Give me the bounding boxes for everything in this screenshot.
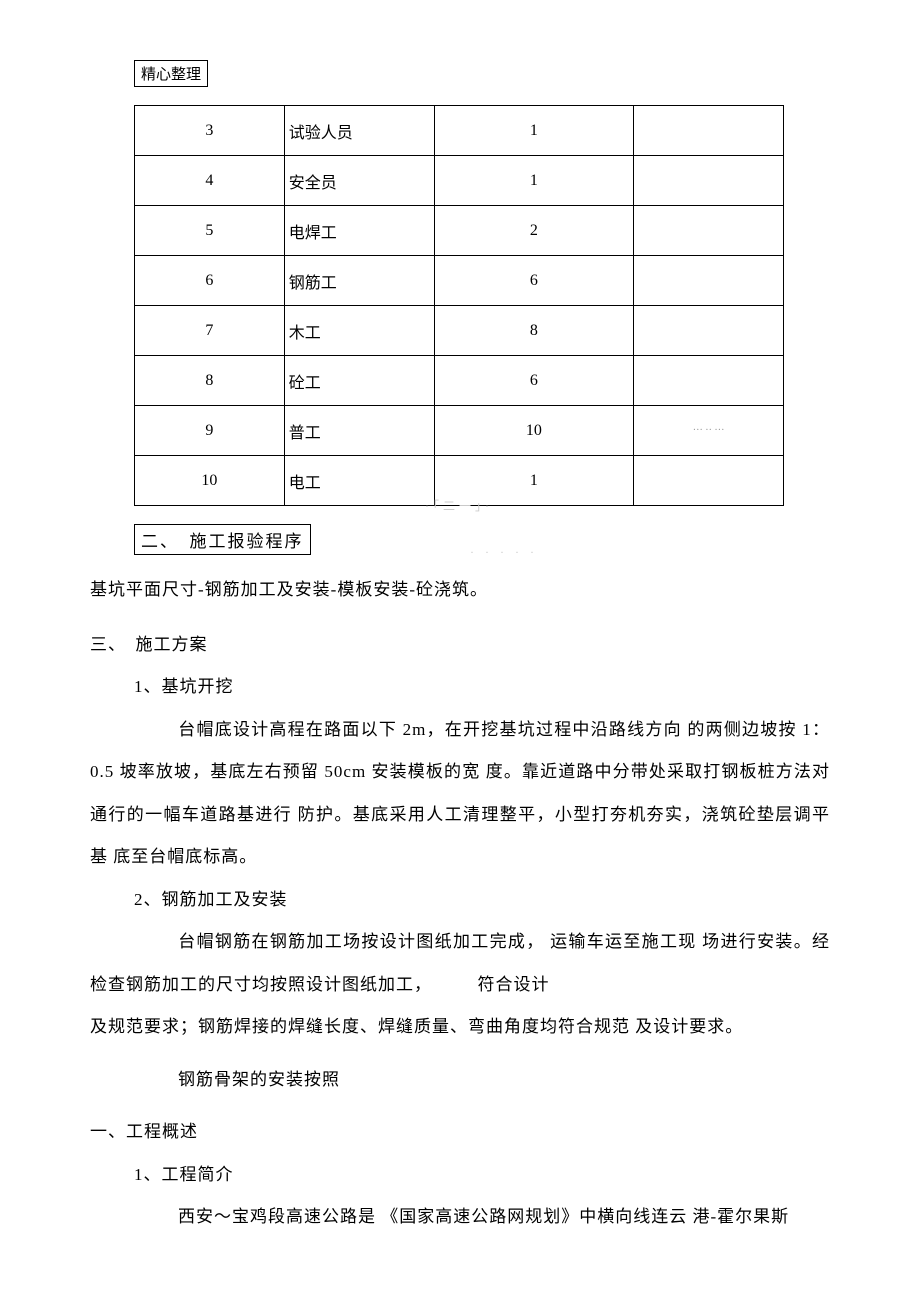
- watermark-text-2: · · · · ·: [470, 545, 538, 560]
- personnel-table: 3试验人员14安全员15电焊工26钢筋工67木工88砼工69普工10··· ··…: [134, 105, 784, 506]
- table-row: 4安全员1: [135, 156, 784, 206]
- row-num: 8: [135, 356, 285, 406]
- table-row: 5电焊工2: [135, 206, 784, 256]
- row-note: [634, 256, 784, 306]
- row-role: 电焊工: [284, 206, 434, 256]
- table-row: 3试验人员1: [135, 106, 784, 156]
- section-1b-heading: 一、工程概述: [90, 1111, 830, 1154]
- row-num: 10: [135, 456, 285, 506]
- row-note: [634, 456, 784, 506]
- row-note: ··· ·· ···: [634, 406, 784, 456]
- section-3-sub1-title: 1、基坑开挖: [90, 666, 830, 709]
- row-num: 6: [135, 256, 285, 306]
- section-1b-sub1-body: 西安～宝鸡段高速公路是 《国家高速公路网规划》中横向线连云 港-霍尔果斯: [90, 1196, 830, 1239]
- section-3-sub2-title: 2、钢筋加工及安装: [90, 879, 830, 922]
- watermark-text-1: ·「二一」·: [425, 497, 493, 514]
- section-3-sub1-body: 台帽底设计高程在路面以下 2m，在开挖基坑过程中沿路线方向 的两侧边坡按 1：0…: [90, 709, 830, 879]
- page-header-label: 精心整理: [141, 67, 201, 83]
- row-num: 4: [135, 156, 285, 206]
- row-num: 3: [135, 106, 285, 156]
- section-3-heading: 三、 施工方案: [90, 624, 830, 667]
- row-note: [634, 156, 784, 206]
- row-role: 木工: [284, 306, 434, 356]
- row-note: [634, 356, 784, 406]
- row-count: 1: [434, 106, 634, 156]
- row-role: 电工: [284, 456, 434, 506]
- row-role: 安全员: [284, 156, 434, 206]
- page-header-box: 精心整理: [134, 60, 208, 87]
- row-count: 6: [434, 356, 634, 406]
- row-count: 2: [434, 206, 634, 256]
- table-row: 8砼工6: [135, 356, 784, 406]
- section-3-sub2-body3: 钢筋骨架的安装按照: [90, 1059, 830, 1102]
- row-note: [634, 306, 784, 356]
- section-3-sub2-body1: 台帽钢筋在钢筋加工场按设计图纸加工完成， 运输车运至施工现 场进行安装。经检查钢…: [90, 921, 830, 1006]
- row-count: 8: [434, 306, 634, 356]
- row-note: [634, 106, 784, 156]
- row-num: 7: [135, 306, 285, 356]
- row-role: 砼工: [284, 356, 434, 406]
- table-row: 9普工10··· ·· ···: [135, 406, 784, 456]
- row-num: 9: [135, 406, 285, 456]
- section-1b-sub1-title: 1、工程简介: [90, 1154, 830, 1197]
- row-count: 1: [434, 156, 634, 206]
- row-num: 5: [135, 206, 285, 256]
- table-row: 7木工8: [135, 306, 784, 356]
- row-role: 试验人员: [284, 106, 434, 156]
- section-2-heading: 二、 施工报验程序: [134, 524, 311, 555]
- row-role: 普工: [284, 406, 434, 456]
- row-count: 6: [434, 256, 634, 306]
- row-note: [634, 206, 784, 256]
- section-3-sub2-body2: 及规范要求；钢筋焊接的焊缝长度、焊缝质量、弯曲角度均符合规范 及设计要求。: [90, 1006, 830, 1049]
- section-2-line: 基坑平面尺寸-钢筋加工及安装-模板安装-砼浇筑。: [90, 569, 830, 612]
- row-count: 10: [434, 406, 634, 456]
- row-role: 钢筋工: [284, 256, 434, 306]
- table-row: 6钢筋工6: [135, 256, 784, 306]
